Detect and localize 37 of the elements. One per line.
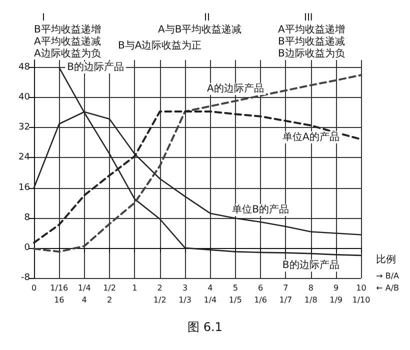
text: A与B平均收益递减 <box>158 24 242 36</box>
x-tick-label: 7 1/7 <box>279 284 292 304</box>
y-tick-label: 32 <box>18 122 30 133</box>
x-tick-label: 9 1/9 <box>330 284 342 304</box>
series-label: 单位B的产品 <box>232 203 289 216</box>
text: A平均收益递增 B平均收益递减 B边际收益为负 <box>278 24 345 60</box>
x-tick-label: 6 1/6 <box>254 284 267 304</box>
x-tick-label: 1/2 2 <box>103 284 116 304</box>
y-tick-label: 16 <box>18 182 30 193</box>
text: B的边际产品 <box>282 260 340 272</box>
x-tick-label: 4 1/4 <box>204 284 217 304</box>
series-label: 单位A的产品 <box>282 130 340 143</box>
x-tick-label: 2 1/2 <box>153 284 166 304</box>
x-tick-label: 5 1/5 <box>228 284 242 304</box>
x-tick-label: 1/4 4 <box>78 284 91 304</box>
text: I <box>42 12 45 24</box>
y-tick-label: 8 <box>24 212 30 223</box>
x-tick-label: 1 <box>132 284 138 292</box>
text: B与A边际收益为正 <box>118 40 202 52</box>
series-label: A的边际产品 <box>206 82 264 94</box>
text: 图 6.1 <box>188 320 222 334</box>
x-tick-label: 0 <box>31 284 37 292</box>
text: B平均收益递增 A平均收益递减 A边际收益为负 <box>34 24 101 60</box>
y-tick-label: 24 <box>18 152 30 163</box>
x-tick-label: 3 1/3 <box>178 284 192 304</box>
text: III <box>304 12 313 24</box>
x-axis-title: → B/A ← A/B <box>376 271 400 292</box>
x-tick-label: 8 1/8 <box>304 284 318 304</box>
y-tick-label: 48 <box>18 62 30 73</box>
text: II <box>204 12 210 24</box>
x-tick-label: 10 1/10 <box>352 284 370 304</box>
series-label: B的边际产品 <box>67 61 124 74</box>
x-tick-label: 1/16 16 <box>50 284 68 304</box>
y-tick-label: 40 <box>18 92 30 103</box>
y-tick-label: 0 <box>24 242 30 253</box>
text: 比例 <box>376 254 396 266</box>
y-tick-label: -8 <box>21 273 30 283</box>
